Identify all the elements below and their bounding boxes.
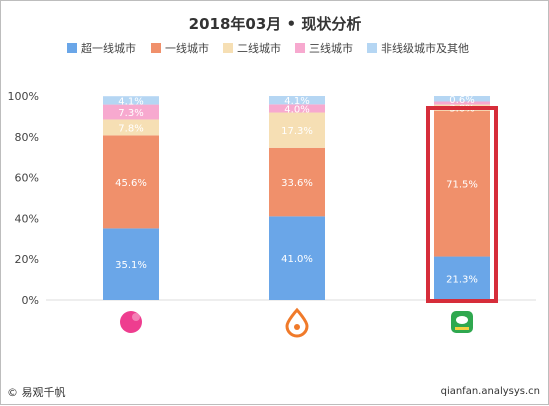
- bar-segment: [269, 104, 325, 113]
- legend-swatch: [295, 43, 305, 53]
- data-label: 17.3%: [281, 126, 313, 137]
- bar-segment: [269, 216, 325, 300]
- legend-swatch: [67, 43, 77, 53]
- data-label: 33.6%: [281, 178, 313, 189]
- legend-label: 一线城市: [165, 41, 209, 55]
- legend-label: 二线城市: [237, 41, 281, 55]
- bar-segment: [434, 256, 490, 300]
- data-label: 4.0%: [284, 104, 309, 115]
- legend-label: 三线城市: [309, 41, 353, 55]
- y-tick-label: 20%: [15, 253, 39, 266]
- data-label: 4.1%: [118, 96, 143, 107]
- bar-segment: [103, 228, 159, 300]
- orange-drop-app-icon: [285, 307, 309, 338]
- chart-title: 2018年03月 • 现状分析: [189, 15, 362, 33]
- bar-segment: [434, 110, 490, 257]
- legend-swatch: [151, 43, 161, 53]
- data-label: 35.1%: [115, 260, 147, 271]
- y-tick-label: 0%: [22, 294, 39, 307]
- legend-label: 非线级城市及其他: [381, 41, 469, 55]
- highlight-box: [426, 106, 498, 303]
- bar-segment: [269, 96, 325, 105]
- data-label: 4.1%: [284, 96, 309, 107]
- legend-label: 超一线城市: [81, 41, 136, 55]
- green-app-icon-mark: [456, 316, 468, 324]
- y-tick-label: 80%: [15, 131, 39, 144]
- data-label: 7.8%: [118, 123, 143, 134]
- y-tick-label: 40%: [15, 212, 39, 225]
- bar-segment: [434, 101, 490, 105]
- y-tick-label: 60%: [15, 172, 39, 185]
- bar-segment: [103, 135, 159, 229]
- bar-segment: [103, 104, 159, 120]
- data-label: 0.6%: [449, 95, 474, 106]
- data-label: 45.6%: [115, 178, 147, 189]
- legend-swatch: [223, 43, 233, 53]
- source-url: qianfan.analysys.cn: [440, 386, 540, 397]
- data-label: 7.3%: [118, 108, 143, 119]
- data-label: 71.5%: [446, 180, 478, 191]
- bar-segment: [434, 96, 490, 102]
- copyright-text: © 易观千帆: [7, 386, 66, 399]
- data-label: 21.3%: [446, 274, 478, 285]
- bar-segment: [103, 96, 159, 105]
- legend-swatch: [367, 43, 377, 53]
- pink-app-icon-highlight: [132, 313, 140, 321]
- data-label: 41.0%: [281, 254, 313, 265]
- bar-segment: [103, 119, 159, 136]
- orange-drop-app-icon-dot: [294, 324, 300, 330]
- bar-segment: [269, 112, 325, 148]
- bar-segment: [269, 147, 325, 217]
- y-tick-label: 100%: [8, 90, 39, 103]
- pink-app-icon: [120, 311, 142, 333]
- green-app-icon-bar: [455, 327, 469, 330]
